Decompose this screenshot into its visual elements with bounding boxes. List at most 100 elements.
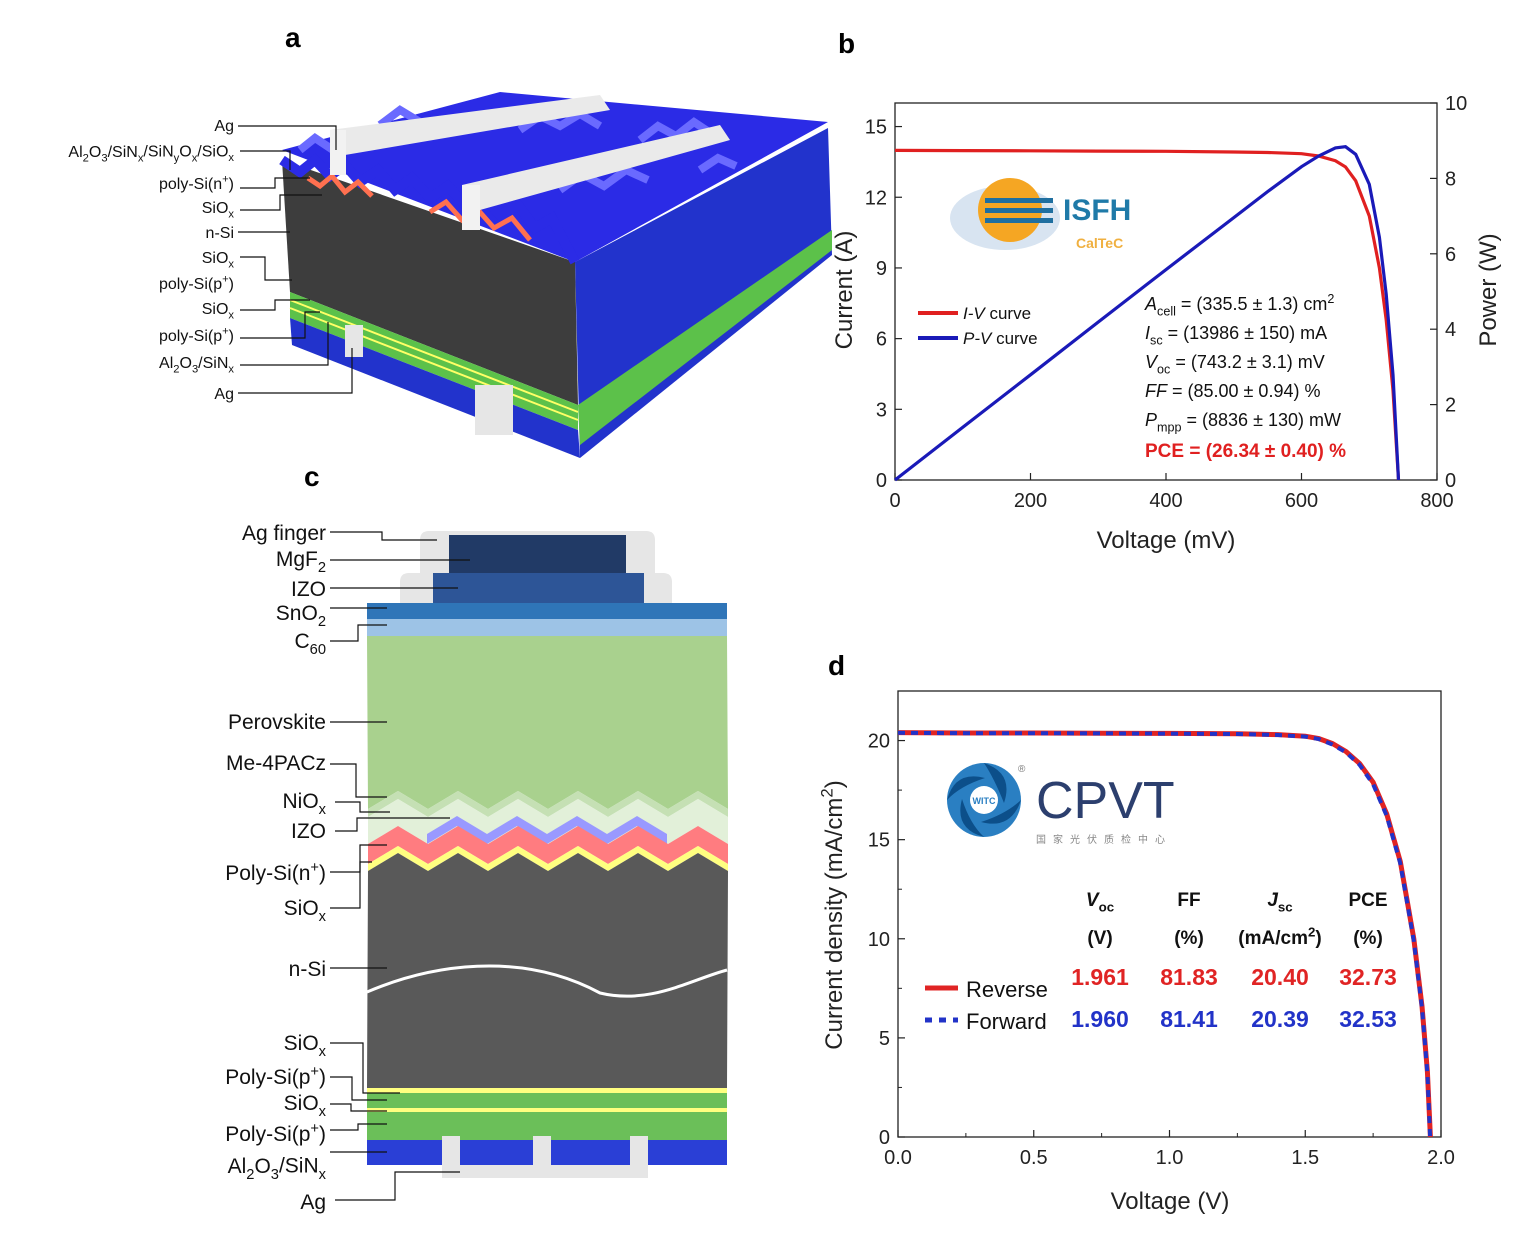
leader-line [330, 763, 387, 798]
layer-label: Al2O3/SiNx/SiNyOx/SiOx [68, 144, 234, 165]
table-value: 1.961 [1071, 964, 1129, 990]
series-line-forward [897, 730, 1433, 1138]
text-segment: (V) [1087, 928, 1112, 949]
text-segment: ) [319, 1066, 326, 1089]
cpvt-logo-text: CPVT [1036, 772, 1175, 830]
layer-label: SiOx [202, 250, 235, 271]
text-segment: 2 [1308, 925, 1315, 940]
text-segment: MgF [276, 548, 318, 571]
ag-rear-finger [630, 1136, 648, 1166]
text-segment: /SiN [198, 355, 228, 372]
text-segment: FF [1177, 890, 1200, 911]
layer-label: poly-Si(n+) [159, 174, 234, 193]
text-segment: ) [319, 862, 326, 885]
text-segment: x [319, 1167, 327, 1183]
front-top-zigzag [279, 153, 580, 265]
text-segment: = (85.00 ± 0.94) % [1167, 381, 1320, 401]
text-segment: SiO [202, 200, 229, 217]
layer-label: n-Si [289, 958, 326, 981]
ag-finger-top-2 [462, 125, 730, 210]
text-segment: 3 [101, 153, 107, 165]
y-axis-label: Current density (mA/cm2) [818, 780, 849, 1049]
left-y-tick-label: 0 [879, 1127, 890, 1149]
x-tick-label: 400 [1149, 490, 1182, 512]
text-segment: + [222, 174, 229, 186]
sno2-layer [367, 603, 727, 619]
layer-label: Poly-Si(p+) [225, 1064, 326, 1089]
panel-c-labels: Ag fingerMgF2IZOSnO2C60PerovskiteMe-4PAC… [225, 522, 326, 1214]
leader-line [240, 150, 291, 170]
text-segment: 2 [1327, 292, 1334, 306]
text-segment: SiO [202, 301, 229, 318]
leader-line [330, 1076, 387, 1101]
text-segment: x [228, 364, 234, 376]
ag-rear-contact [442, 1165, 648, 1178]
text-segment: 60 [310, 642, 326, 658]
cpvt-badge: WITC [973, 796, 996, 806]
text-segment: /SiN [279, 1155, 319, 1178]
text-segment: I [1145, 323, 1150, 343]
text-segment: Ag [214, 386, 234, 403]
layer-label: poly-Si(p+) [159, 274, 234, 293]
left-y-tick-label: 10 [868, 929, 890, 951]
text-segment: x [138, 153, 144, 165]
text-segment: + [310, 1121, 319, 1137]
poly-si-p-rear-2 [367, 1112, 727, 1140]
left-y-tick-label: 0 [876, 470, 887, 492]
perovskite-layer [367, 636, 728, 809]
layer-label: Ag [300, 1191, 326, 1214]
x-axis-label: Voltage (V) [1111, 1188, 1230, 1215]
right-y-tick-label: 2 [1445, 395, 1456, 417]
cpvt-logo-subtext: 国家光伏质检中心 [1036, 833, 1172, 846]
text-segment: n-Si [206, 225, 234, 242]
text-segment: /SiN [108, 144, 138, 161]
ag-finger-top-2-front [462, 185, 480, 230]
leader-line [240, 311, 320, 339]
panel-c-leader-lines [330, 531, 470, 1201]
chart-d-jv: WITC CPVT ® 国家光伏质检中心 0.0 0.5 1.0 1.5 2.0 0 5 10… [818, 690, 1455, 1215]
table-header: Voc [1086, 890, 1114, 915]
layer-label: SiOx [284, 1032, 327, 1060]
text-segment: Me-4PACz [226, 752, 326, 775]
text-segment: sc [1278, 900, 1293, 915]
plot-frame [897, 690, 1442, 1138]
text-segment: FF [1145, 381, 1168, 401]
text-segment: /SiO [197, 144, 228, 161]
leader-line [330, 531, 437, 541]
leader-line [238, 125, 337, 150]
text-segment: ) [1315, 928, 1321, 949]
text-segment: Ag finger [242, 522, 326, 545]
rear-green [578, 230, 832, 445]
layer-label: IZO [291, 578, 326, 601]
text-segment: x [319, 1104, 327, 1120]
registered-mark: ® [1018, 764, 1026, 775]
text-segment: I-V [963, 304, 986, 323]
chart-b-iv-pv: ISFH CalTeC 0 200 400 600 800036912150246810… [831, 93, 1502, 554]
text-segment: O [254, 1155, 270, 1178]
layer-label: SiOx [202, 200, 235, 221]
x-tick-label: 2.0 [1427, 1147, 1455, 1169]
text-segment: SnO [276, 602, 318, 625]
text-segment: SiO [284, 897, 319, 920]
table-unit: (%) [1353, 928, 1383, 949]
text-segment: cell [1157, 304, 1176, 318]
table-unit: (V) [1087, 928, 1112, 949]
text-segment: Ag [300, 1191, 326, 1214]
text-segment: /SiN [143, 144, 173, 161]
pce-annotation: PCE = (26.34 ± 0.40) % [1145, 441, 1346, 462]
right-y-tick-label: 4 [1445, 319, 1456, 341]
text-segment: x [228, 209, 234, 221]
x-axis-label: Voltage (mV) [1097, 527, 1236, 554]
left-y-tick-label: 12 [865, 187, 887, 209]
text-segment: = (743.2 ± 3.1) mV [1170, 352, 1324, 372]
annotation: Isc = (13986 ± 150) mA [1145, 323, 1327, 347]
izo-top-layer [433, 573, 644, 603]
table-value: 81.83 [1160, 964, 1218, 990]
text-segment: Al [159, 355, 173, 372]
text-segment: x [319, 1044, 327, 1060]
text-segment: SiO [202, 250, 229, 267]
ag-rear-finger [533, 1136, 551, 1166]
right-y-tick-label: 0 [1445, 470, 1456, 492]
layer-label: Me-4PACz [226, 752, 326, 775]
text-segment: n-Si [289, 958, 326, 981]
